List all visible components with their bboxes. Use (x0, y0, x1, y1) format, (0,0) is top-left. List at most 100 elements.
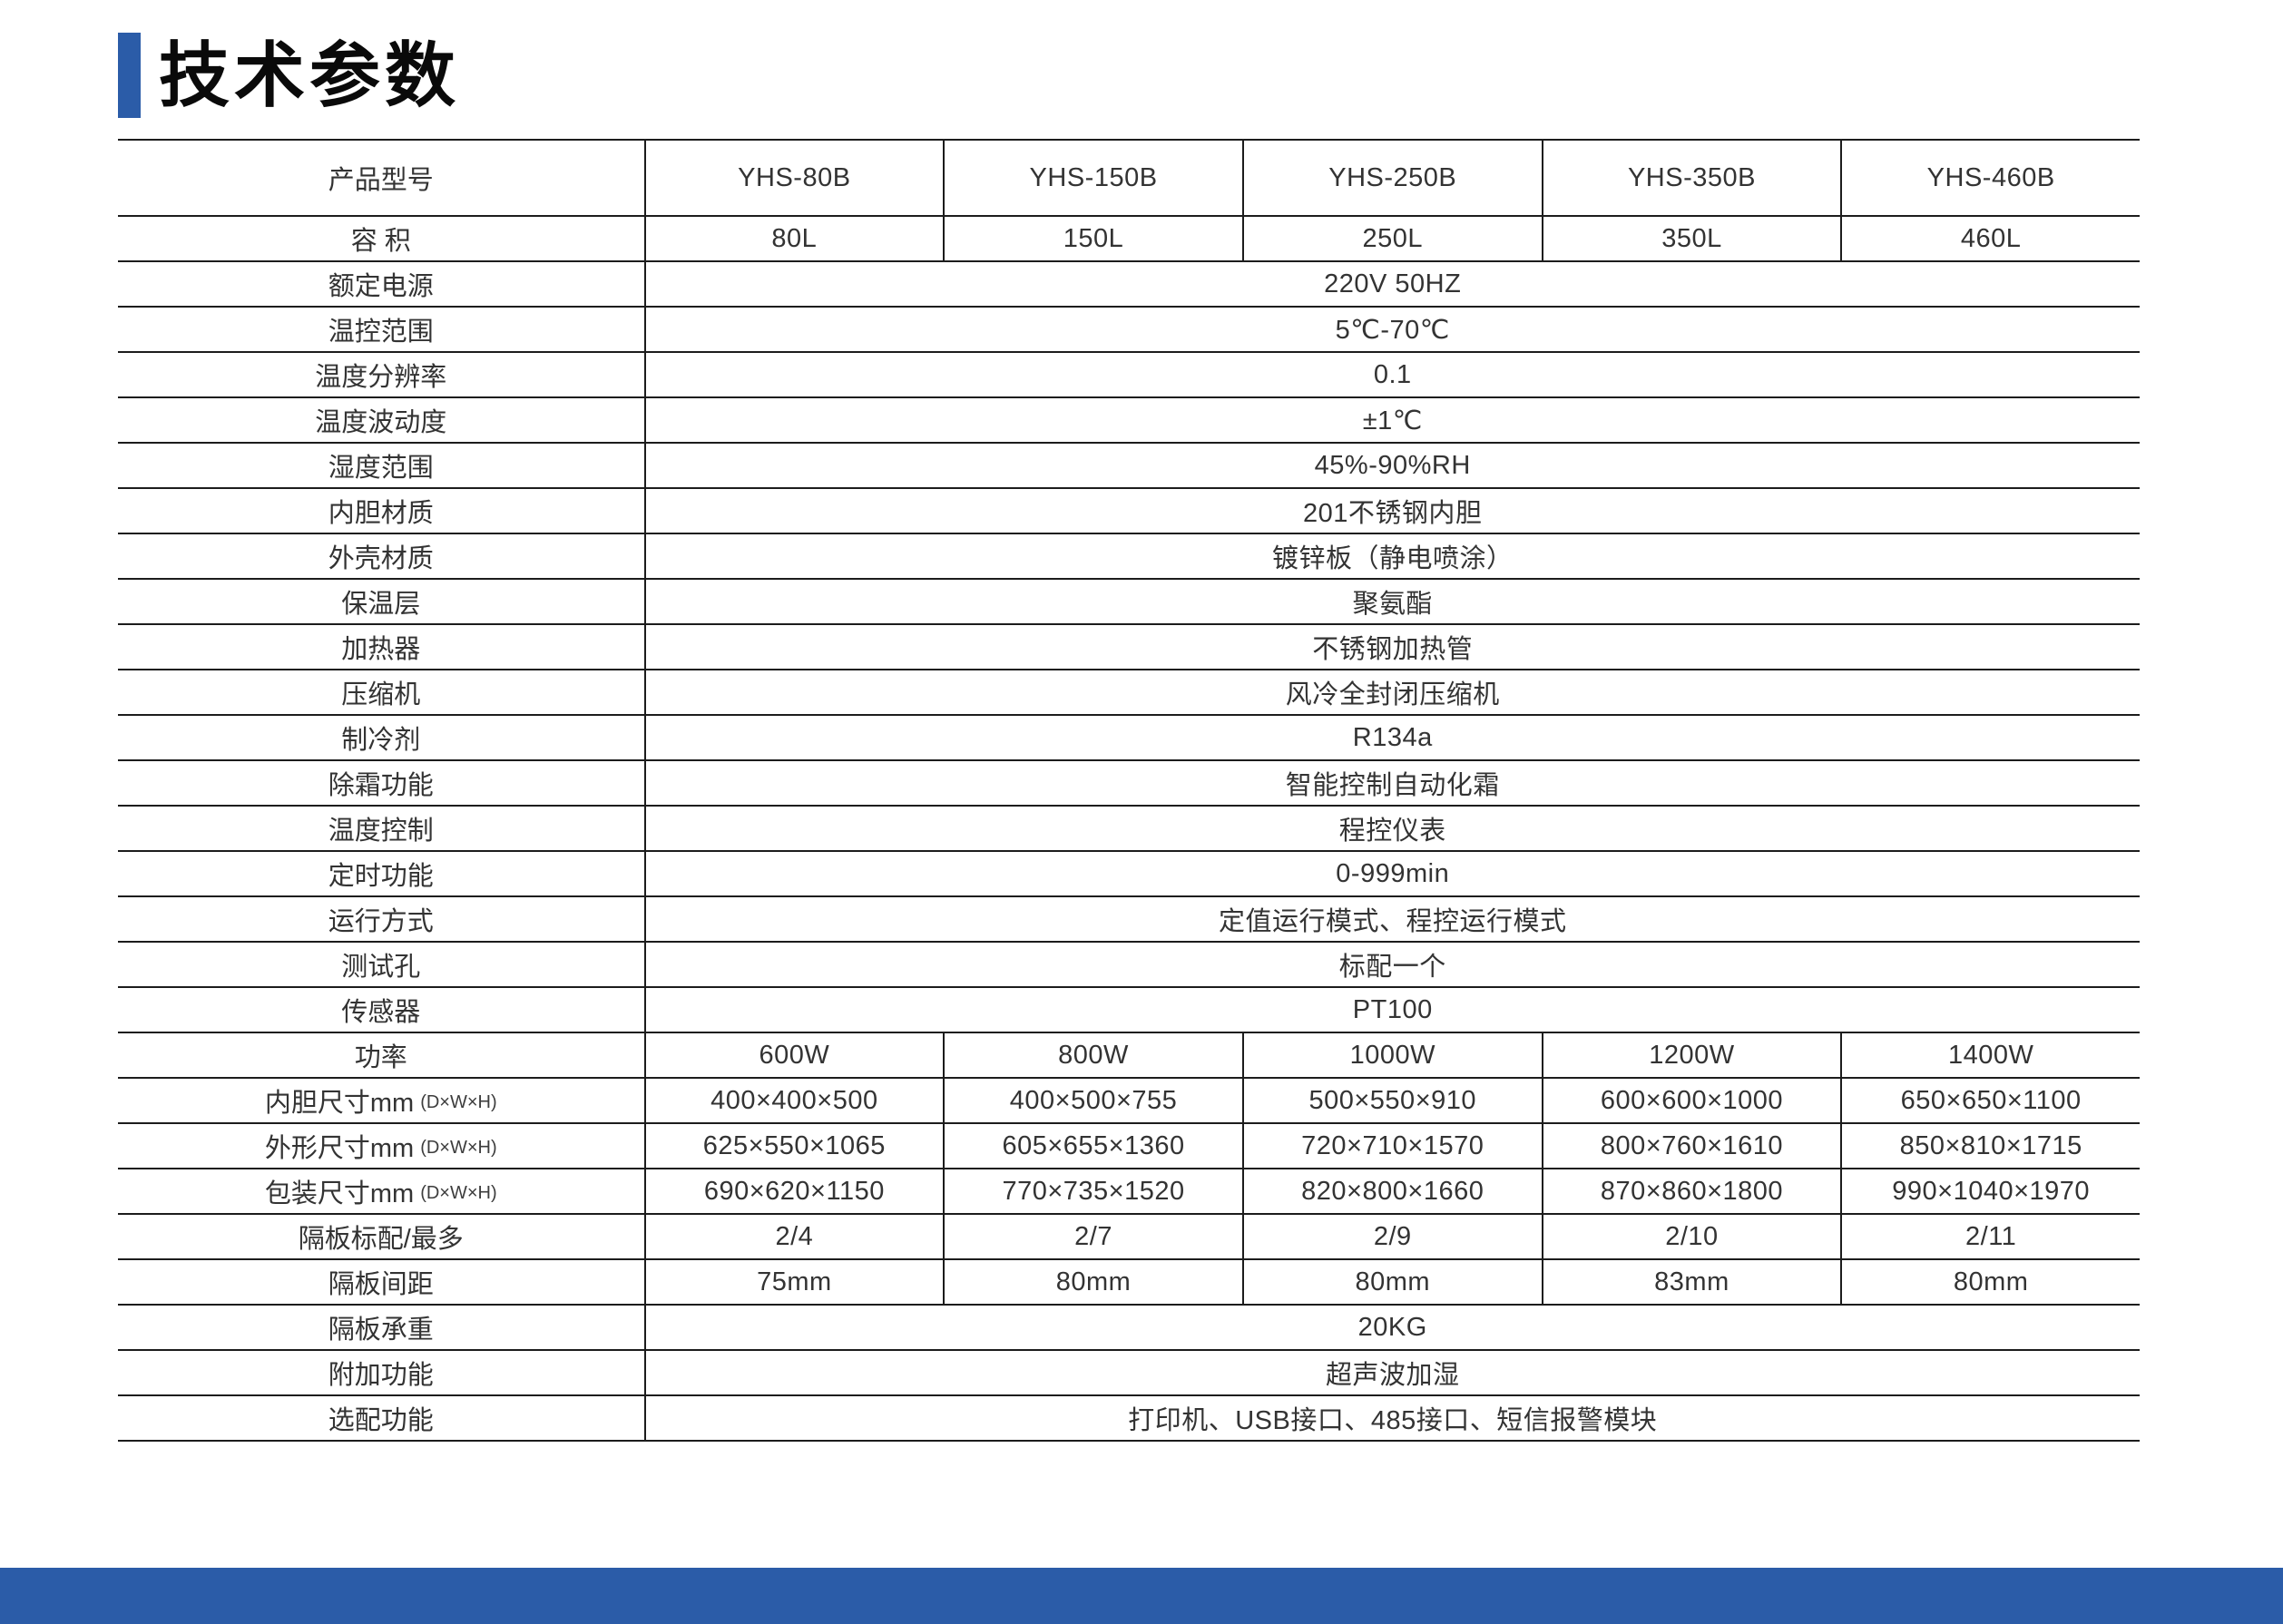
row-label-text: 制冷剂 (341, 726, 421, 755)
cell-value: 800W (945, 1033, 1244, 1077)
table-row: 容 积 80L 150L 250L 350L 460L (118, 217, 2140, 262)
cell-value: 75mm (646, 1260, 946, 1304)
table-row: 选配功能 打印机、USB接口、485接口、短信报警模块 (118, 1396, 2140, 1442)
table-row: 额定电源 220V 50HZ (118, 262, 2140, 308)
cell-value: 605×655×1360 (945, 1124, 1244, 1168)
cell-value-merged: 智能控制自动化霜 (1285, 771, 1500, 800)
cell-value: 800×760×1610 (1543, 1124, 1843, 1168)
table-row: 制冷剂 R134a (118, 716, 2140, 761)
row-label-text: 附加功能 (328, 1361, 434, 1390)
row-label-text: 产品型号 (328, 166, 434, 195)
cell-value: 80L (646, 217, 946, 260)
title-accent-bar (118, 33, 141, 118)
row-label-text: 加热器 (341, 635, 421, 664)
row-label-text: 包装尺寸mm (264, 1179, 415, 1208)
table-row: 温度波动度 ±1℃ (118, 398, 2140, 444)
row-label-suffix: (D×W×H) (420, 1091, 497, 1112)
row-label: 制冷剂 (118, 716, 646, 759)
row-label-text: 保温层 (341, 590, 421, 619)
row-label-text: 温度波动度 (315, 408, 447, 437)
row-label: 内胆材质 (118, 489, 646, 533)
spec-table: 产品型号 YHS-80B YHS-150B YHS-250B YHS-350B YHS-… (118, 139, 2140, 1442)
cell-value: YHS-250B (1244, 141, 1543, 215)
row-label-text: 压缩机 (341, 680, 421, 709)
cell-value: 2/4 (646, 1215, 946, 1258)
cell-value: 650×650×1100 (1900, 1085, 2082, 1115)
cell-value: 1000W (1244, 1033, 1543, 1077)
row-label-text: 外形尺寸mm (264, 1134, 415, 1163)
row-label: 内胆尺寸mm (D×W×H) (118, 1079, 646, 1122)
row-label-text: 额定电源 (328, 272, 434, 301)
table-row: 定时功能 0-999min (118, 852, 2140, 897)
table-header-row: 产品型号 YHS-80B YHS-150B YHS-250B YHS-350B YHS-… (118, 141, 2140, 217)
table-row: 外形尺寸mm (D×W×H) 625×550×1065 605×655×1360 7… (118, 1124, 2140, 1169)
cell-value: 690×620×1150 (646, 1169, 946, 1213)
row-label: 包装尺寸mm (D×W×H) (118, 1169, 646, 1213)
row-label-text: 选配功能 (328, 1406, 434, 1435)
table-row: 内胆尺寸mm (D×W×H) 400×400×500 400×500×755 500… (118, 1079, 2140, 1124)
cell-value: 400×400×500 (646, 1079, 946, 1122)
footer-bar (0, 1568, 2283, 1624)
table-row: 加热器 不锈钢加热管 (118, 625, 2140, 670)
cell-value: 2/11 (1965, 1221, 2017, 1251)
cell-value-merged: 45%-90%RH (1314, 450, 1471, 480)
row-label: 隔板标配/最多 (118, 1215, 646, 1258)
table-row: 温度分辨率 0.1 (118, 353, 2140, 398)
row-label: 温度控制 (118, 807, 646, 850)
cell-value: 770×735×1520 (945, 1169, 1244, 1213)
table-row: 保温层 聚氨酯 (118, 580, 2140, 625)
cell-value-merged: R134a (1352, 722, 1433, 752)
row-label-text: 温度控制 (328, 817, 434, 846)
table-row: 附加功能 超声波加湿 (118, 1351, 2140, 1396)
table-row: 运行方式 定值运行模式、程控运行模式 (118, 897, 2140, 943)
table-row: 外壳材质 镀锌板（静电喷涂） (118, 534, 2140, 580)
row-label-text: 隔板间距 (328, 1270, 434, 1299)
cell-value: 1400W (1947, 1040, 2034, 1070)
cell-value-merged: ±1℃ (1362, 406, 1423, 435)
row-label: 隔板承重 (118, 1306, 646, 1349)
row-label: 外形尺寸mm (D×W×H) (118, 1124, 646, 1168)
row-label: 除霜功能 (118, 761, 646, 805)
cell-value: YHS-80B (646, 141, 946, 215)
cell-value: 80mm (1953, 1267, 2029, 1296)
row-label-text: 内胆尺寸mm (264, 1089, 415, 1118)
cell-value: 625×550×1065 (646, 1124, 946, 1168)
row-label-text: 传感器 (341, 998, 421, 1027)
cell-value-merged: 超声波加湿 (1325, 1361, 1460, 1390)
row-label: 附加功能 (118, 1351, 646, 1394)
row-label: 隔板间距 (118, 1260, 646, 1304)
cell-value: YHS-350B (1543, 141, 1843, 215)
row-label: 测试孔 (118, 943, 646, 986)
row-label-text: 内胆材质 (328, 499, 434, 528)
cell-value-merged: 程控仪表 (1338, 817, 1446, 846)
row-label-text: 测试孔 (341, 953, 421, 982)
cell-value: 150L (945, 217, 1244, 260)
table-row: 包装尺寸mm (D×W×H) 690×620×1150 770×735×1520 8… (118, 1169, 2140, 1215)
row-label-text: 隔板承重 (328, 1316, 434, 1345)
cell-value-merged: 0.1 (1373, 359, 1412, 389)
cell-value-merged: 风冷全封闭压缩机 (1285, 680, 1500, 709)
cell-value: YHS-150B (945, 141, 1244, 215)
cell-value: 500×550×910 (1244, 1079, 1543, 1122)
row-label: 温度波动度 (118, 398, 646, 442)
cell-value-merged: 20KG (1357, 1312, 1427, 1342)
row-label: 选配功能 (118, 1396, 646, 1440)
cell-value-merged: PT100 (1352, 994, 1433, 1024)
row-label: 湿度范围 (118, 444, 646, 487)
cell-value: 250L (1244, 217, 1543, 260)
row-label-text: 温度分辨率 (315, 363, 447, 392)
row-label-text: 湿度范围 (328, 454, 434, 483)
row-label-text: 运行方式 (328, 907, 434, 936)
row-label: 温控范围 (118, 308, 646, 351)
row-label-suffix: (D×W×H) (420, 1182, 497, 1203)
table-row: 传感器 PT100 (118, 988, 2140, 1033)
row-label: 温度分辨率 (118, 353, 646, 396)
row-label-text: 定时功能 (328, 862, 434, 891)
cell-value-merged: 打印机、USB接口、485接口、短信报警模块 (1128, 1406, 1658, 1435)
table-row: 隔板承重 20KG (118, 1306, 2140, 1351)
row-label: 容 积 (118, 217, 646, 260)
cell-value: 460L (1960, 223, 2022, 253)
row-label-text: 除霜功能 (328, 771, 434, 800)
row-label: 功率 (118, 1033, 646, 1077)
